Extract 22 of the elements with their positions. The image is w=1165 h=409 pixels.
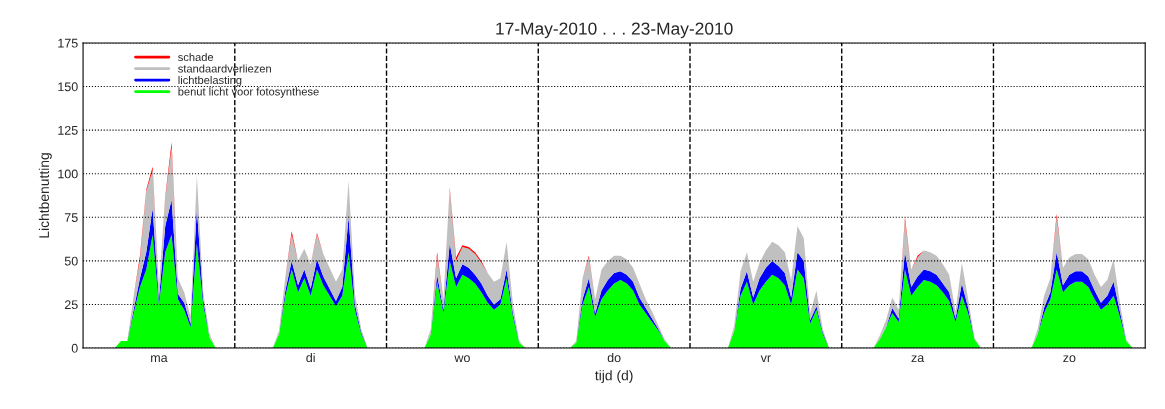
y-tick-label: 75 — [64, 213, 78, 222]
legend-label: schade — [178, 52, 214, 62]
x-tick-label: do — [607, 352, 621, 363]
y-tick-label: 175 — [58, 38, 78, 48]
y-tick-label: 100 — [58, 169, 78, 179]
x-tick-label: wo — [454, 355, 470, 363]
chart-title: 17-May-2010 . . . 23-May-2010 — [496, 22, 733, 39]
x-tick-label: za — [911, 355, 925, 363]
legend-label: standaardverliezen — [178, 64, 271, 73]
x-tick-label: zo — [1063, 355, 1076, 363]
y-tick-label: 0 — [71, 343, 78, 353]
y-tick-label: 150 — [58, 82, 78, 92]
x-axis-title: tijd (d) — [595, 370, 633, 384]
y-axis-title: Lichtbenutting — [38, 153, 52, 238]
y-tick-label: 50 — [64, 256, 78, 266]
y-tick-label: 25 — [64, 300, 78, 310]
x-tick-label: di — [306, 352, 315, 363]
legend-label: lichtbelasting — [178, 75, 242, 87]
y-tick-label: 125 — [58, 125, 78, 135]
legend-label: benut licht voor fotosynthese — [178, 87, 319, 98]
x-tick-label: ma — [151, 355, 168, 363]
x-tick-label: vr — [760, 355, 771, 362]
